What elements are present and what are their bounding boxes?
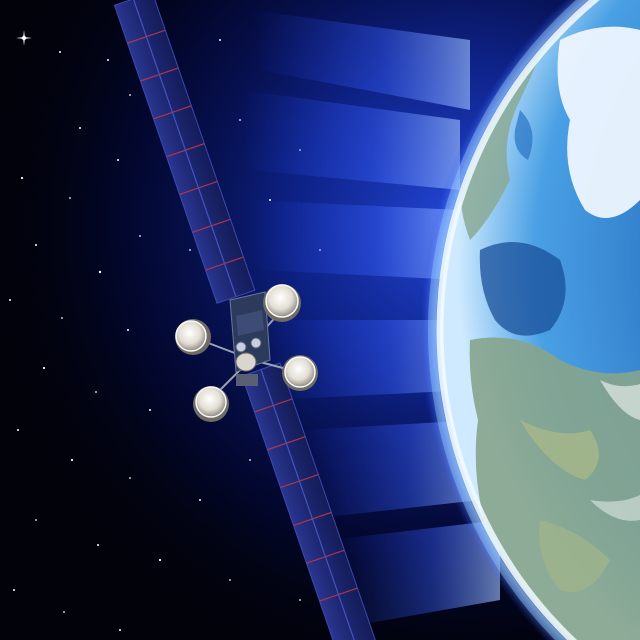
star bbox=[79, 127, 81, 129]
bay bbox=[479, 242, 566, 336]
satellite-body bbox=[229, 291, 271, 386]
star bbox=[127, 329, 129, 331]
star bbox=[95, 391, 97, 393]
star bbox=[219, 39, 221, 41]
star bbox=[70, 458, 74, 462]
star bbox=[119, 629, 121, 631]
earth-icon bbox=[420, 0, 640, 640]
star bbox=[17, 429, 19, 431]
ice-cap bbox=[557, 26, 640, 218]
solar-panel-icon bbox=[241, 362, 379, 640]
earth-limb bbox=[436, 0, 601, 640]
star bbox=[61, 317, 63, 319]
star bbox=[319, 249, 321, 251]
star bbox=[139, 235, 141, 237]
antenna-dish-icon bbox=[282, 355, 318, 391]
solar-panel-icon bbox=[113, 0, 256, 304]
antenna-dish-icon bbox=[175, 319, 211, 355]
star bbox=[299, 149, 301, 151]
star bbox=[63, 611, 65, 613]
star bbox=[199, 499, 201, 501]
star bbox=[9, 299, 11, 301]
star bbox=[20, 176, 24, 180]
satellite-icon bbox=[113, 0, 379, 640]
star bbox=[69, 197, 71, 199]
star bbox=[249, 459, 251, 461]
star bbox=[35, 519, 37, 521]
antenna-dish-icon bbox=[193, 386, 229, 422]
star bbox=[97, 544, 99, 546]
star-icon bbox=[16, 30, 32, 46]
star bbox=[269, 199, 271, 201]
star bbox=[129, 94, 131, 96]
star bbox=[117, 159, 119, 161]
star bbox=[107, 59, 109, 61]
star bbox=[129, 477, 131, 479]
star bbox=[229, 579, 231, 581]
star bbox=[35, 244, 37, 246]
star bbox=[13, 589, 15, 591]
star bbox=[59, 51, 61, 53]
star bbox=[239, 119, 241, 121]
star-field bbox=[9, 30, 321, 631]
star bbox=[149, 409, 151, 411]
star bbox=[158, 558, 162, 562]
star bbox=[42, 366, 46, 370]
star bbox=[299, 599, 301, 601]
star bbox=[189, 249, 191, 251]
aurora-rays bbox=[240, 10, 500, 630]
antenna-dish-icon bbox=[263, 284, 301, 322]
star bbox=[98, 270, 102, 274]
